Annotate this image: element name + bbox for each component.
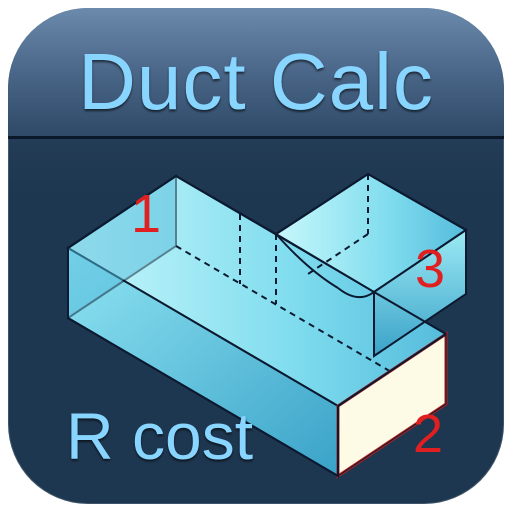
port-label-2: 2	[413, 403, 443, 465]
port-label-1: 1	[131, 183, 161, 245]
app-icon-tile: Duct Calc	[8, 8, 504, 504]
port-label-3: 3	[415, 238, 445, 300]
footer-label: R cost	[66, 398, 253, 474]
